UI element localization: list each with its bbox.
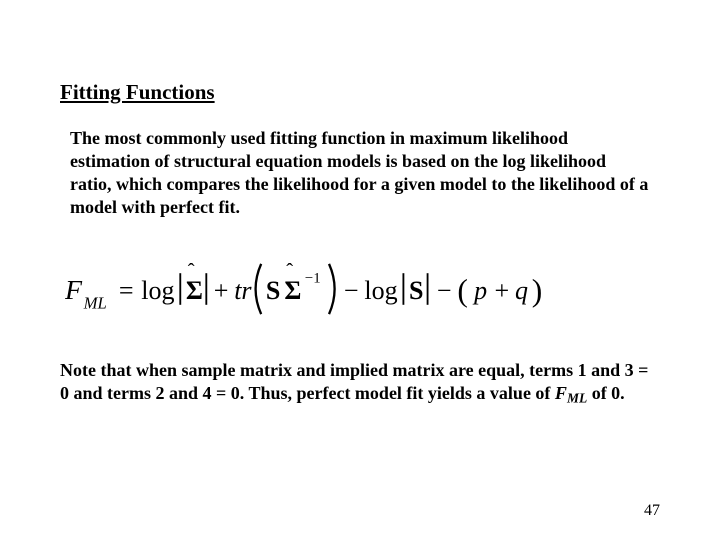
eq-log1: log — [141, 276, 174, 305]
eq-q: q — [515, 276, 528, 305]
eq-ML: ML — [83, 294, 107, 313]
eq-rparen — [329, 264, 335, 314]
eq-minus1: − — [344, 276, 359, 305]
eq-plus4: + — [495, 276, 510, 305]
eq-hat1: ˆ — [188, 260, 195, 282]
eq-rparen2: ) — [532, 273, 543, 308]
eq-tr: tr — [234, 276, 252, 305]
paragraph-2-ML: ML — [567, 391, 587, 406]
eq-p: p — [472, 276, 487, 305]
equation-fml: F ML = log Σ ˆ + tr S Σ ˆ −1 — [65, 249, 660, 329]
eq-hat2: ˆ — [286, 260, 293, 282]
page-number: 47 — [644, 502, 660, 520]
paragraph-1: The most commonly used fitting function … — [70, 127, 650, 219]
eq-minus2: − — [437, 276, 452, 305]
eq-lparen2: ( — [457, 273, 468, 308]
paragraph-2-post: of 0. — [587, 383, 625, 403]
paragraph-2: Note that when sample matrix and implied… — [60, 359, 650, 407]
eq-exp: −1 — [305, 271, 321, 287]
paragraph-2-F: F — [555, 383, 567, 403]
slide-page: Fitting Functions The most commonly used… — [0, 0, 720, 540]
eq-lparen — [256, 264, 262, 314]
eq-S3: S — [409, 276, 423, 305]
equation-svg: F ML = log Σ ˆ + tr S Σ ˆ −1 — [65, 254, 660, 324]
eq-S2: S — [266, 276, 280, 305]
eq-F: F — [65, 275, 83, 306]
eq-log3: log — [364, 276, 397, 305]
eq-equals: = — [119, 276, 134, 305]
page-title: Fitting Functions — [60, 80, 660, 105]
eq-plus1: + — [214, 276, 229, 305]
